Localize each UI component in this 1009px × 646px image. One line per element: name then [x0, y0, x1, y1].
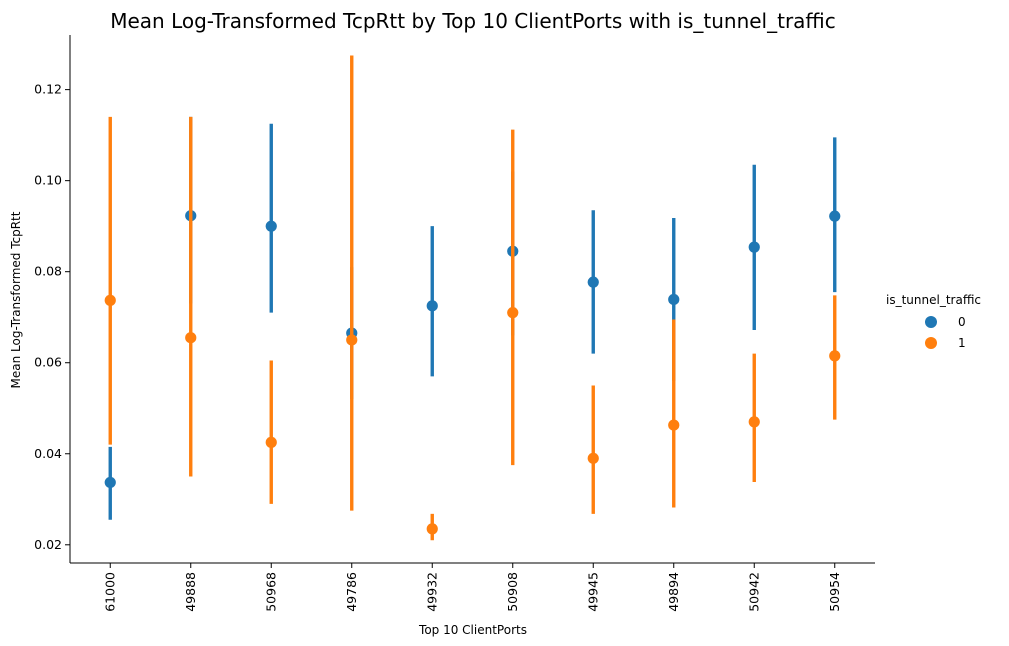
y-tick-label: 0.02: [34, 537, 62, 552]
y-tick-label: 0.06: [34, 355, 62, 370]
x-tick-label: 61000: [102, 572, 117, 612]
data-point: [104, 294, 116, 306]
y-tick-label: 0.08: [34, 264, 62, 279]
x-tick-label: 49894: [666, 572, 681, 612]
y-tick-label: 0.10: [34, 173, 62, 188]
data-point: [346, 334, 358, 346]
series-0: [104, 116, 841, 520]
data-point: [265, 436, 277, 448]
data-point: [587, 452, 599, 464]
chart-title: Mean Log-Transformed TcpRtt by Top 10 Cl…: [110, 9, 836, 33]
legend-label: 0: [958, 315, 966, 329]
x-tick-label: 49945: [585, 572, 600, 612]
legend: is_tunnel_traffic 0 1: [886, 293, 981, 350]
x-tick-label: 50908: [505, 572, 520, 612]
y-tick-label: 0.04: [34, 446, 62, 461]
legend-title: is_tunnel_traffic: [886, 293, 981, 307]
data-point: [507, 307, 519, 319]
x-tick-label: 50954: [827, 572, 842, 612]
x-tick-label: 50968: [263, 572, 278, 612]
data-point: [748, 241, 760, 253]
x-axis-label: Top 10 ClientPorts: [418, 623, 527, 637]
data-point: [265, 220, 277, 232]
x-tick-label: 49932: [424, 572, 439, 612]
data-point: [829, 210, 841, 222]
y-axis-label: Mean Log-Transformed TcpRtt: [9, 211, 23, 388]
data-point: [668, 293, 680, 306]
axes: 0.02 0.04 0.06 0.08 0.10 0.12 61000 49888 50968 4…: [34, 35, 875, 612]
marks: [104, 55, 841, 541]
data-point: [185, 332, 197, 344]
data-point: [426, 523, 438, 535]
x-tick-label: 49786: [344, 572, 359, 612]
legend-marker: [925, 337, 937, 349]
legend-label: 1: [958, 336, 966, 350]
y-tick-label: 0.12: [34, 82, 62, 97]
data-point: [668, 419, 680, 431]
data-point: [104, 476, 116, 489]
data-point: [748, 416, 760, 428]
data-point: [587, 276, 599, 288]
x-tick-label: 50942: [746, 572, 761, 612]
data-point: [829, 350, 841, 362]
legend-marker: [925, 316, 937, 328]
data-point: [426, 300, 438, 312]
x-tick-label: 49888: [183, 572, 198, 612]
series-1: [104, 55, 841, 541]
